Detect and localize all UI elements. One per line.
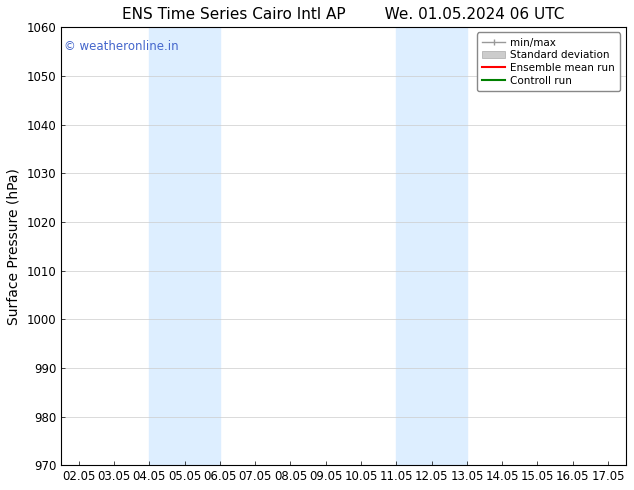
Legend: min/max, Standard deviation, Ensemble mean run, Controll run: min/max, Standard deviation, Ensemble me… [477,32,621,91]
Text: © weatheronline.in: © weatheronline.in [64,40,179,53]
Bar [150,27,220,465]
Y-axis label: Surface Pressure (hPa): Surface Pressure (hPa) [7,168,21,325]
Bar [396,27,467,465]
Title: ENS Time Series Cairo Intl AP        We. 01.05.2024 06 UTC: ENS Time Series Cairo Intl AP We. 01.05.… [122,7,564,22]
